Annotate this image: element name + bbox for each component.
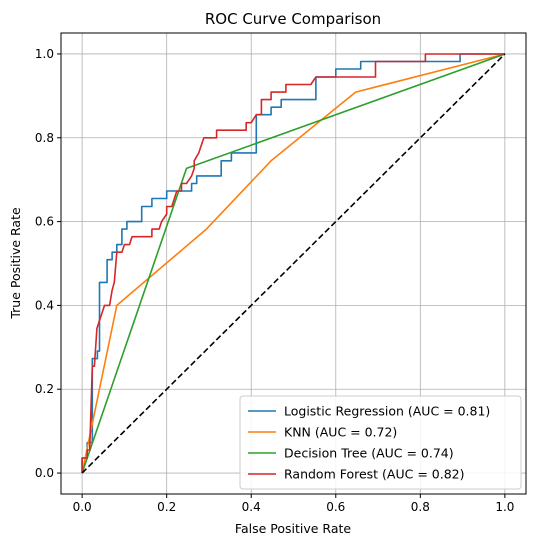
series-line-1	[81, 53, 506, 474]
tick-group: 0.0 0.2 0.4 0.6 0.8 1.0 0.0 0.2 0.4 0.6 0.8 1.0	[35, 47, 515, 514]
y-tick-label: 0.4	[35, 298, 54, 312]
legend-box	[239, 395, 522, 490]
chart-title: ROC Curve Comparison	[205, 10, 381, 28]
y-axis-label: True Positive Rate	[8, 207, 23, 320]
x-tick-label: 0.8	[411, 500, 430, 514]
legend: Logistic Regression (AUC = 0.81) KNN (AUC…	[239, 395, 522, 490]
x-tick-label: 0.0	[73, 500, 92, 514]
legend-label-2: Decision Tree (AUC = 0.74)	[284, 446, 454, 461]
x-tick-label: 0.2	[157, 500, 176, 514]
y-tick-label: 1.0	[35, 47, 54, 61]
series-line-0	[81, 53, 505, 473]
legend-label-1: KNN (AUC = 0.72)	[284, 425, 397, 440]
plot-area	[81, 53, 506, 474]
legend-label-3: Random Forest (AUC = 0.82)	[284, 467, 465, 482]
axes-frame	[60, 32, 527, 495]
x-tick-label: 0.6	[326, 500, 345, 514]
x-axis-label: False Positive Rate	[235, 521, 351, 536]
series-line-2	[81, 53, 506, 474]
y-tick-label: 0.6	[35, 215, 54, 229]
x-tick-label: 1.0	[495, 500, 514, 514]
legend-label-0: Logistic Regression (AUC = 0.81)	[284, 404, 490, 419]
series-line-3	[81, 53, 505, 473]
y-tick-label: 0.2	[35, 382, 54, 396]
grid	[61, 33, 526, 494]
y-tick-label: 0.8	[35, 131, 54, 145]
y-tick-label: 0.0	[35, 466, 54, 480]
reference-diagonal-line	[81, 53, 506, 474]
x-tick-label: 0.4	[242, 500, 261, 514]
